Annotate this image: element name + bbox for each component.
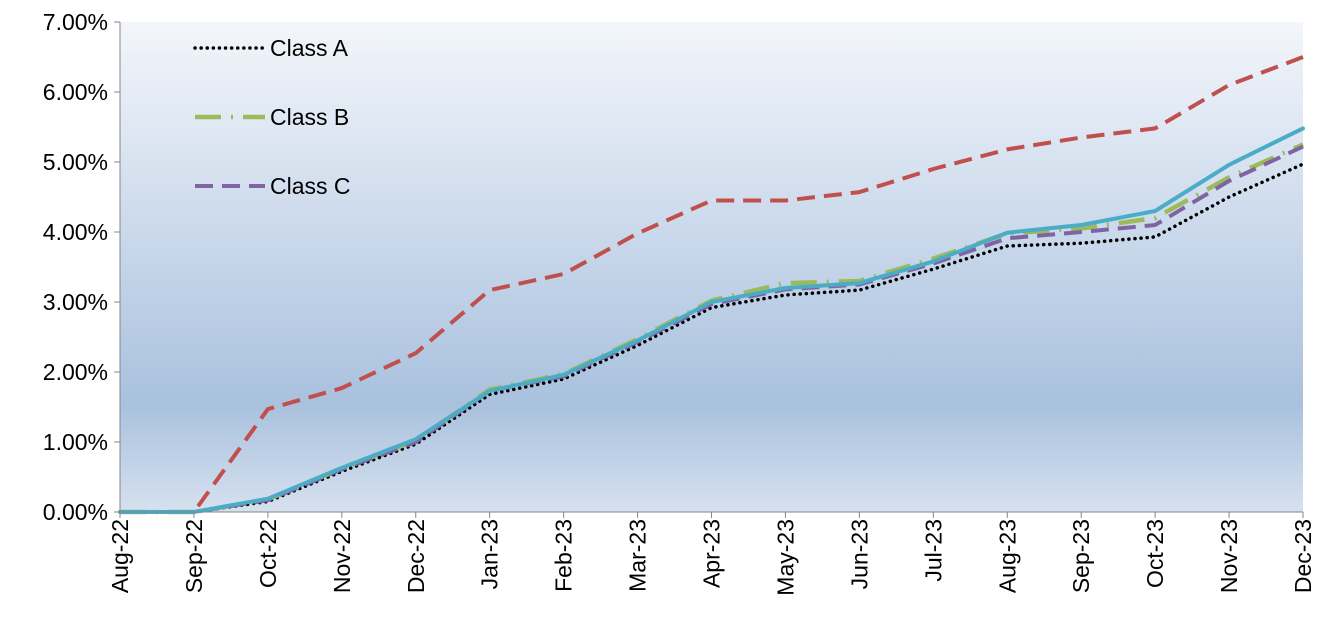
plot-area — [120, 22, 1303, 512]
x-tick-label: Mar-23 — [625, 519, 651, 592]
x-tick-label: Aug-22 — [107, 519, 133, 593]
y-tick-label: 7.00% — [43, 9, 108, 35]
y-tick-label: 2.00% — [43, 359, 108, 385]
x-tick-label: Nov-23 — [1216, 519, 1242, 593]
x-tick-label: May-23 — [772, 519, 798, 596]
y-axis: 0.00% 1.00% 2.00% 3.00% 4.00% 5.00% 6.00% 7.00% — [43, 9, 120, 525]
y-tick-label: 4.00% — [43, 219, 108, 245]
x-axis: Aug-22 Sep-22 Oct-22 Nov-22 Dec-22 Jan-23 Feb-… — [107, 512, 1316, 596]
x-tick-label: Oct-22 — [255, 519, 281, 588]
series-line-4 — [118, 126, 1305, 514]
x-tick-label: Nov-22 — [329, 519, 355, 593]
x-tick-label: Oct-23 — [1142, 519, 1168, 588]
legend-label: Class B — [270, 104, 349, 130]
y-tick-label: 0.00% — [43, 499, 108, 525]
legend: Class A Class B Class C — [193, 35, 351, 199]
x-tick-label: Dec-22 — [403, 519, 429, 593]
x-tick-label: Sep-22 — [181, 519, 207, 593]
x-tick-label: Jan-23 — [477, 519, 503, 589]
y-tick-label: 3.00% — [43, 289, 108, 315]
x-tick-label: Sep-23 — [1068, 519, 1094, 593]
x-tick-label: Dec-23 — [1290, 519, 1316, 593]
y-tick-label: 6.00% — [43, 79, 108, 105]
x-tick-label: Aug-23 — [994, 519, 1020, 593]
y-tick-label: 5.00% — [43, 149, 108, 175]
x-tick-label: Apr-23 — [699, 519, 725, 588]
y-tick-label: 1.00% — [43, 429, 108, 455]
x-tick-label: Jul-23 — [920, 519, 946, 582]
legend-label: Class A — [270, 35, 349, 61]
x-tick-label: Jun-23 — [846, 519, 872, 589]
series-line-3 — [120, 55, 1304, 514]
series-layer — [118, 55, 1305, 515]
x-tick-label: Feb-23 — [551, 519, 577, 592]
legend-label: Class C — [270, 173, 351, 199]
